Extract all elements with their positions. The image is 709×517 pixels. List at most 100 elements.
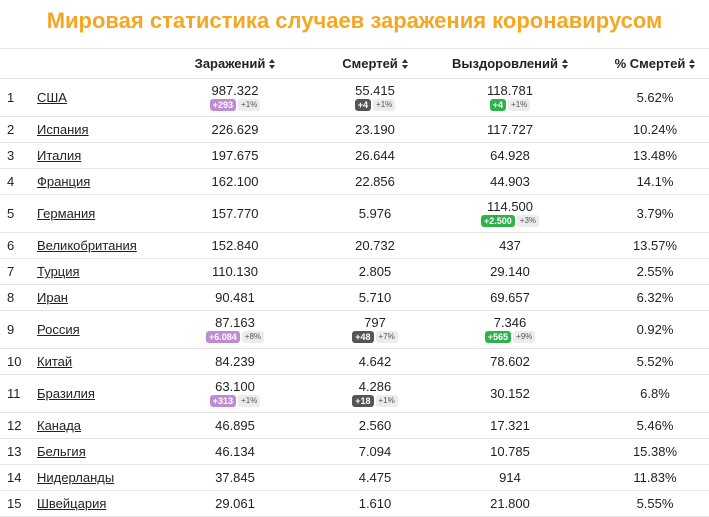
rank-value: 9 xyxy=(7,322,15,337)
cases-value: 29.061 xyxy=(215,495,255,511)
country-link[interactable]: Бельгия xyxy=(37,444,86,459)
country-link[interactable]: Италия xyxy=(37,148,82,163)
recovered-value: 114.500 xyxy=(486,199,534,214)
country-link[interactable]: Великобритания xyxy=(37,238,137,253)
header-cases[interactable]: Заражений xyxy=(180,49,290,78)
country-link[interactable]: Германия xyxy=(37,206,96,221)
country-link[interactable]: Иран xyxy=(37,290,68,305)
deaths-value: 7.094 xyxy=(358,443,392,459)
death-pct-value: 14.1% xyxy=(636,174,674,189)
recovered-pct-badge: +1% xyxy=(508,99,531,111)
header-deaths[interactable]: Смертей xyxy=(320,49,430,78)
recovered-delta: +2.500 +3% xyxy=(480,215,539,227)
recovered-pct-badge: +9% xyxy=(513,331,536,343)
cases-cell: 110.130 xyxy=(180,259,290,284)
cases-delta: +6.084 +8% xyxy=(205,331,264,343)
recovered-value: 7.346 xyxy=(493,315,527,330)
table-row: 13 Бельгия 46.134 7.094 10.785 15.38% xyxy=(0,439,709,465)
country-link[interactable]: Швейцария xyxy=(37,496,107,511)
cases-value: 110.130 xyxy=(211,263,259,279)
country-cell: США xyxy=(37,79,187,116)
table-row: 6 Великобритания 152.840 20.732 437 13.57% xyxy=(0,233,709,259)
country-link[interactable]: Нидерланды xyxy=(37,470,115,485)
cases-value: 226.629 xyxy=(211,121,259,137)
deaths-cell: 7.094 xyxy=(320,439,430,464)
rank-cell: 6 xyxy=(0,233,34,258)
country-cell: Нидерланды xyxy=(37,465,187,490)
recovered-cell: 29.140 xyxy=(450,259,570,284)
death-pct-value: 2.55% xyxy=(636,264,674,279)
death-pct-value: 11.83% xyxy=(633,470,677,485)
country-link[interactable]: Россия xyxy=(37,322,80,337)
rank-cell: 9 xyxy=(0,311,34,348)
death-pct-cell: 14.1% xyxy=(600,169,709,194)
death-pct-value: 13.48% xyxy=(632,148,678,163)
rank-value: 2 xyxy=(7,122,15,137)
recovered-value: 64.928 xyxy=(490,147,530,163)
cases-value: 84.239 xyxy=(215,353,255,369)
deaths-cell: 4.642 xyxy=(320,349,430,374)
cases-cell: 29.061 xyxy=(180,491,290,516)
header-death-pct[interactable]: % Смертей xyxy=(600,49,709,78)
cases-delta: +293 +1% xyxy=(209,99,261,111)
cases-cell: 157.770 xyxy=(180,195,290,232)
recovered-cell: 78.602 xyxy=(450,349,570,374)
table-row: 2 Испания 226.629 23.190 117.727 10.24% xyxy=(0,117,709,143)
cases-value: 46.895 xyxy=(215,417,255,433)
cases-cell: 84.239 xyxy=(180,349,290,374)
rank-value: 1 xyxy=(7,90,15,105)
rank-cell: 11 xyxy=(0,375,34,412)
country-link[interactable]: Канада xyxy=(37,418,82,433)
cases-pct-badge: +1% xyxy=(238,99,261,111)
country-link[interactable]: Франция xyxy=(37,174,91,189)
rank-value: 3 xyxy=(7,148,15,163)
rank-value: 10 xyxy=(7,354,22,369)
country-link[interactable]: Китай xyxy=(37,354,73,369)
deaths-cell: 23.190 xyxy=(320,117,430,142)
sort-icon xyxy=(689,58,696,69)
deaths-pct-badge: +1% xyxy=(373,99,396,111)
country-cell: Великобритания xyxy=(37,233,187,258)
country-cell: Канада xyxy=(37,413,187,438)
table-row: 7 Турция 110.130 2.805 29.140 2.55% xyxy=(0,259,709,285)
death-pct-value: 10.24% xyxy=(632,122,678,137)
recovered-value: 29.140 xyxy=(490,263,530,279)
country-cell: Иран xyxy=(37,285,187,310)
rank-value: 11 xyxy=(7,386,21,401)
cases-value: 46.134 xyxy=(215,443,255,459)
stats-table: Заражений Смертей Выздоровлений % Смерте… xyxy=(0,48,709,517)
death-pct-cell: 6.32% xyxy=(600,285,709,310)
recovered-delta: +565 +9% xyxy=(484,331,536,343)
death-pct-cell: 5.62% xyxy=(600,79,709,116)
cases-cell: 37.845 xyxy=(180,465,290,490)
deaths-cell: 22.856 xyxy=(320,169,430,194)
deaths-cell: 2.560 xyxy=(320,413,430,438)
death-pct-cell: 13.48% xyxy=(600,143,709,168)
deaths-cell: 20.732 xyxy=(320,233,430,258)
recovered-cell: 64.928 xyxy=(450,143,570,168)
recovered-cell: 114.500 +2.500 +3% xyxy=(450,195,570,232)
recovered-cell: 10.785 xyxy=(450,439,570,464)
country-link[interactable]: Бразилия xyxy=(37,386,95,401)
country-cell: Швейцария xyxy=(37,491,187,516)
table-header: Заражений Смертей Выздоровлений % Смерте… xyxy=(0,49,709,79)
deaths-cell: 1.610 xyxy=(320,491,430,516)
header-recovered[interactable]: Выздоровлений xyxy=(450,49,570,78)
recovered-value: 10.785 xyxy=(490,443,530,459)
death-pct-value: 6.32% xyxy=(636,290,674,305)
cases-value: 197.675 xyxy=(211,147,259,163)
cases-value: 152.840 xyxy=(211,237,259,253)
deaths-delta: +4 +1% xyxy=(354,99,396,111)
deaths-value: 4.286 xyxy=(358,379,392,394)
deaths-pct-badge: +7% xyxy=(375,331,398,343)
country-link[interactable]: США xyxy=(37,90,67,105)
recovered-cell: 118.781 +4 +1% xyxy=(450,79,570,116)
country-link[interactable]: Турция xyxy=(37,264,80,279)
country-link[interactable]: Испания xyxy=(37,122,89,137)
recovered-value: 78.602 xyxy=(490,353,530,369)
rank-cell: 4 xyxy=(0,169,34,194)
recovered-cell: 117.727 xyxy=(450,117,570,142)
death-pct-value: 5.52% xyxy=(636,354,674,369)
table-row: 15 Швейцария 29.061 1.610 21.800 5.55% xyxy=(0,491,709,517)
header-recovered-label: Выздоровлений xyxy=(452,56,558,71)
